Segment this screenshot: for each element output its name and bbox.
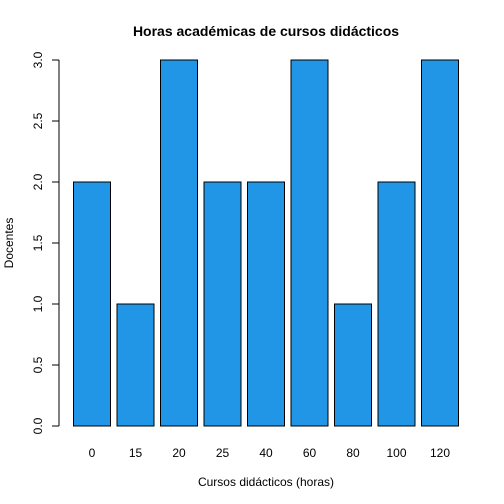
x-tick-label: 40 xyxy=(259,446,273,460)
bar-40 xyxy=(247,181,285,427)
bar-80 xyxy=(334,303,372,427)
x-tick-label: 100 xyxy=(386,446,406,460)
x-tick-label: 60 xyxy=(303,446,317,460)
bar-60 xyxy=(290,59,329,427)
y-axis: 0.0 0.5 1.0 1.5 2.0 2.5 3.0 xyxy=(31,51,60,434)
bar-20 xyxy=(160,59,198,427)
chart-title: Horas académicas de cursos didácticos xyxy=(133,23,399,39)
y-tick-label: 2.5 xyxy=(31,112,45,129)
bar-25 xyxy=(203,181,242,427)
x-tick-labels: 0 15 20 25 40 60 80 100 120 xyxy=(89,446,451,460)
x-axis-label: Cursos didácticos (horas) xyxy=(198,475,334,489)
x-tick-label: 25 xyxy=(216,446,230,460)
x-tick-label: 120 xyxy=(430,446,450,460)
y-tick-label: 1.5 xyxy=(31,234,45,251)
y-tick-label: 0.5 xyxy=(31,356,45,373)
bar-0 xyxy=(73,181,111,427)
y-tick-label: 1.0 xyxy=(31,295,45,312)
x-tick-label: 0 xyxy=(89,446,96,460)
y-tick-label: 3.0 xyxy=(31,51,45,68)
y-tick-label: 2.0 xyxy=(31,173,45,190)
bar-15 xyxy=(116,303,155,427)
y-tick-label: 0.0 xyxy=(31,417,45,434)
x-tick-label: 80 xyxy=(346,446,360,460)
bar-100 xyxy=(377,181,416,427)
y-axis-label: Docentes xyxy=(2,218,16,269)
x-tick-label: 15 xyxy=(129,446,143,460)
bars-group xyxy=(73,59,459,427)
bar-120 xyxy=(421,59,459,427)
x-tick-label: 20 xyxy=(172,446,186,460)
